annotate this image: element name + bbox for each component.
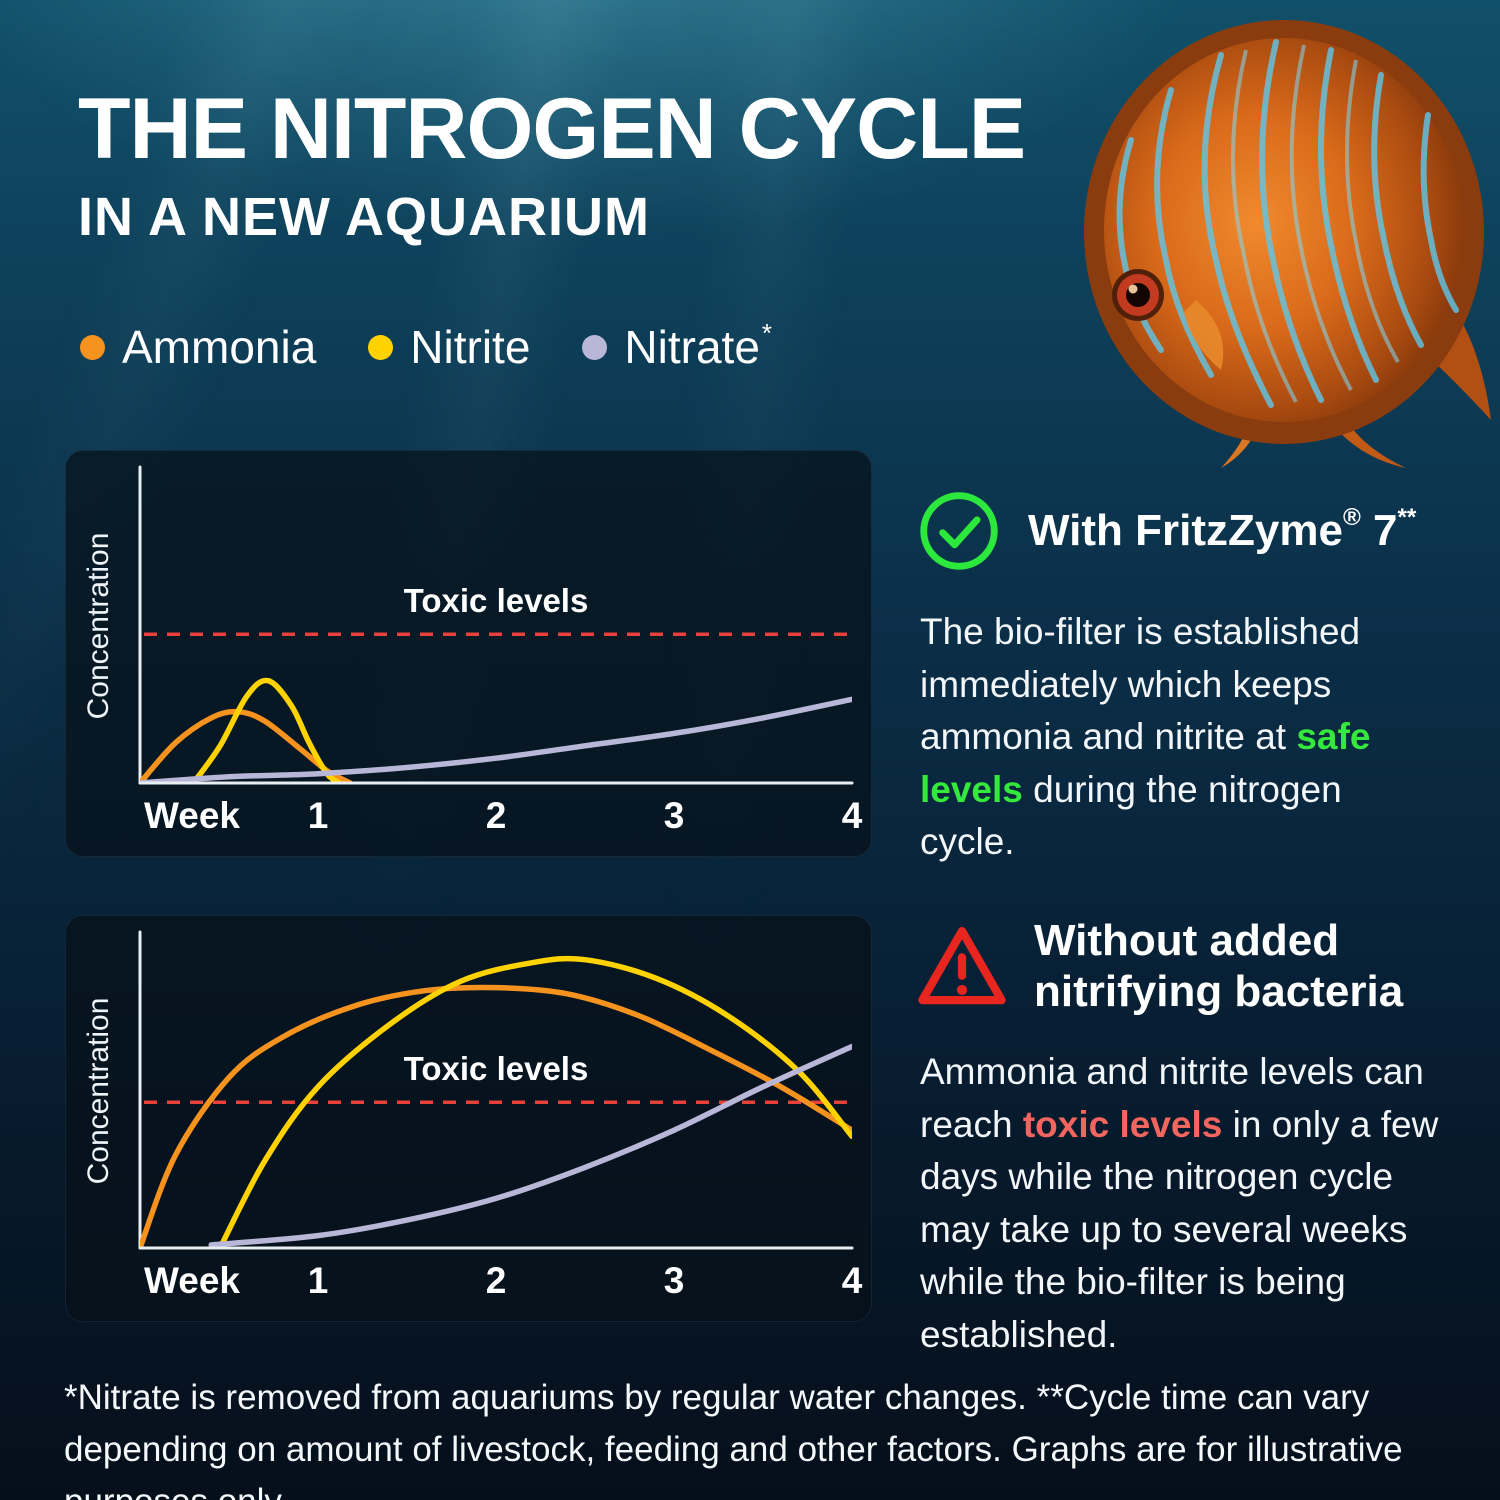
with-fritzzyme-heading-row: With FritzZyme® 7** (916, 488, 1416, 574)
text-segment: during the nitrogen cycle. (920, 768, 1342, 863)
chart-plot (138, 465, 854, 785)
y-axis-label: Concentration (82, 997, 115, 1185)
warning-triangle-icon (918, 926, 1006, 1004)
legend: Ammonia Nitrite Nitrate * (80, 317, 773, 374)
legend-label: Nitrite (410, 321, 531, 373)
legend-label: Nitrate (624, 321, 760, 373)
chart-with-fritzzyme: Concentration Toxic levels Week 1 2 3 4 (65, 450, 872, 857)
legend-item-nitrite: Nitrite (368, 320, 530, 374)
x-tick-label: 4 (841, 1260, 863, 1301)
legend-label-asterisk: * (761, 317, 773, 348)
text-segment: Ammonia and nitrite levels can reach (920, 1051, 1424, 1145)
text-segment: in only a few days while the nitrogen cy… (920, 1103, 1439, 1355)
with-fritzzyme-heading: With FritzZyme® 7** (1028, 504, 1417, 557)
x-tick-label: 1 (307, 795, 329, 836)
with-fritzzyme-description: The bio-filter is established immediatel… (920, 606, 1430, 869)
legend-item-ammonia: Ammonia (80, 320, 316, 374)
x-tick-label: 3 (663, 1260, 685, 1301)
toxic-levels-highlight: toxic levels (1022, 1103, 1223, 1145)
legend-item-nitrate: Nitrate * (582, 317, 773, 374)
footnote: *Nitrate is removed from aquariums by re… (64, 1378, 1403, 1500)
without-bacteria-heading: Without added nitrifying bacteria (1034, 916, 1404, 1016)
x-tick-label: 2 (485, 795, 507, 836)
toxic-levels-label: Toxic levels (403, 582, 589, 620)
without-bacteria-description: Ammonia and nitrite levels can reach tox… (920, 1046, 1448, 1361)
double-asterisk: ** (1397, 504, 1417, 532)
text-segment: 7 (1360, 505, 1398, 555)
chart-plot (138, 930, 854, 1250)
legend-color-dot (80, 334, 105, 360)
legend-color-dot (582, 334, 608, 360)
x-tick-label: 1 (307, 1260, 329, 1301)
discus-fish-image (1084, 20, 1491, 468)
x-tick-label: 2 (485, 1260, 507, 1301)
legend-label: Ammonia (122, 321, 317, 373)
legend-color-dot (368, 334, 394, 360)
without-bacteria-heading-row: Without added nitrifying bacteria (916, 916, 1434, 1017)
page-title: THE NITROGEN CYCLE (78, 81, 1026, 177)
y-axis-label: Concentration (82, 532, 115, 720)
safe-levels-highlight: safe levels (920, 716, 1371, 810)
toxic-levels-label: Toxic levels (403, 1050, 589, 1088)
chart-without-bacteria: Concentration Toxic levels Week 1 2 3 4 (65, 915, 872, 1322)
check-circle-icon (920, 492, 998, 570)
x-axis-label: Week (144, 795, 240, 836)
x-tick-label: 4 (841, 795, 863, 836)
text-segment: The bio-filter is established immediatel… (920, 611, 1361, 758)
x-axis-label: Week (144, 1260, 240, 1301)
registered-mark: ® (1342, 504, 1361, 532)
page-subtitle: IN A NEW AQUARIUM (78, 186, 650, 247)
x-tick-label: 3 (663, 795, 685, 836)
text-segment: With FritzZyme (1028, 505, 1343, 555)
title-block: THE NITROGEN CYCLE IN A NEW AQUARIUM (78, 81, 1026, 248)
